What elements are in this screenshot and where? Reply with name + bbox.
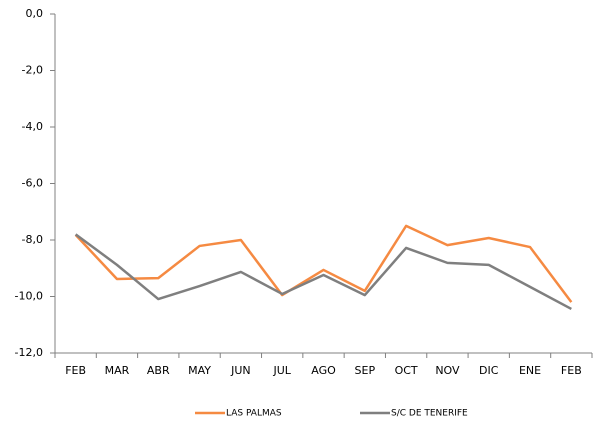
x-tick-label: JUL <box>272 364 291 377</box>
y-tick-label: -4,0 <box>22 120 43 133</box>
x-tick-label: OCT <box>395 364 418 377</box>
x-tick-label: NOV <box>435 364 460 377</box>
series-line <box>74 224 573 303</box>
y-tick-label: -12,0 <box>15 346 43 359</box>
x-tick-label: ABR <box>147 364 170 377</box>
legend-label: S/C DE TENERIFE <box>391 409 468 419</box>
y-tick-label: 0,0 <box>26 7 44 20</box>
y-tick-label: -8,0 <box>22 233 43 246</box>
y-tick-label: -6,0 <box>22 177 43 190</box>
x-tick-label: MAY <box>188 364 211 377</box>
x-tick-label: FEB <box>65 364 86 377</box>
series-line <box>74 233 572 311</box>
y-tick-label: -10,0 <box>15 290 43 303</box>
x-tick-label: FEB <box>561 364 582 377</box>
legend-label: LAS PALMAS <box>226 409 282 419</box>
x-tick-label: ENE <box>519 364 541 377</box>
x-tick-label: JUN <box>230 364 251 377</box>
y-tick-label: -2,0 <box>22 64 43 77</box>
x-tick-label: DIC <box>479 364 499 377</box>
x-tick-label: MAR <box>105 364 130 377</box>
x-tick-label: AGO <box>311 364 336 377</box>
x-tick-label: SEP <box>355 364 376 377</box>
